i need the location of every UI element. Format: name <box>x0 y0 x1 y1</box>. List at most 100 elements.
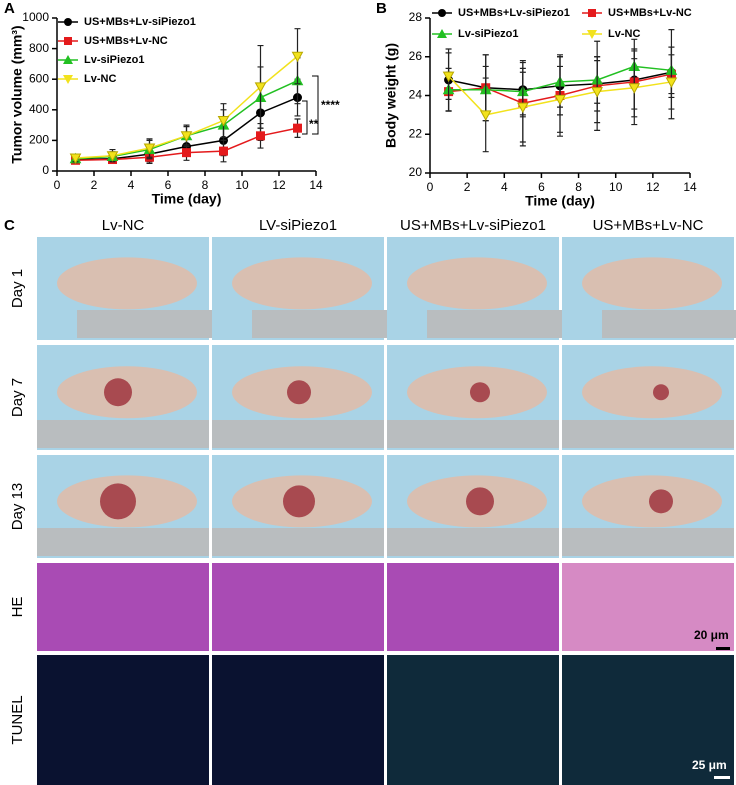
x-tick-label: 8 <box>202 178 209 192</box>
y-tick-label: 22 <box>409 126 423 140</box>
tumor <box>653 384 669 401</box>
marker <box>106 151 119 162</box>
ruler <box>212 420 384 448</box>
mouse <box>57 257 197 310</box>
x-tick-label: 10 <box>235 178 249 192</box>
legend-marker <box>64 18 72 26</box>
legend-label: Lv-NC <box>608 28 640 40</box>
scale-bar <box>716 647 730 650</box>
column-header: Lv-NC <box>102 217 145 234</box>
legend-label: Lv-siPiezo1 <box>458 28 519 40</box>
x-tick-label: 14 <box>683 180 697 194</box>
tumor <box>287 380 311 405</box>
y-tick-label: 20 <box>409 165 423 179</box>
marker <box>479 110 492 121</box>
tumor <box>283 485 315 518</box>
panel-label: B <box>376 0 387 17</box>
y-tick-label: 1000 <box>22 10 49 24</box>
photo <box>387 655 559 785</box>
legend-marker <box>63 75 73 84</box>
x-tick-label: 0 <box>427 180 434 194</box>
annotation: ** <box>309 117 319 131</box>
marker <box>554 94 566 106</box>
marker <box>182 148 191 158</box>
scale-bar-label: 25 μm <box>692 758 727 772</box>
ruler <box>562 420 734 448</box>
scale-bar-label: 20 μm <box>694 628 729 642</box>
mouse <box>582 257 722 310</box>
panel-label: C <box>4 217 15 234</box>
marker <box>256 131 265 141</box>
x-tick-label: 4 <box>128 178 135 192</box>
legend-marker <box>438 9 446 17</box>
marker <box>665 77 678 88</box>
mouse <box>407 257 547 310</box>
x-axis-title: Time (day) <box>525 193 595 209</box>
x-tick-label: 6 <box>538 180 545 194</box>
legend-marker <box>588 9 596 17</box>
x-tick-label: 12 <box>272 178 286 192</box>
ruler <box>212 528 384 556</box>
marker <box>69 153 82 165</box>
photo <box>212 655 384 785</box>
photo <box>562 655 734 785</box>
marker <box>219 146 228 156</box>
x-tick-label: 6 <box>165 178 172 192</box>
y-axis-title: Body weight (g) <box>383 43 399 148</box>
column-header: US+MBs+Lv-NC <box>593 217 704 234</box>
legend-marker <box>64 37 72 45</box>
row-label: Day 13 <box>9 483 26 531</box>
significance-brackets <box>302 75 319 135</box>
tumor <box>470 382 490 403</box>
marker <box>254 82 267 93</box>
photo <box>37 655 209 785</box>
x-tick-label: 10 <box>609 180 623 194</box>
tumor <box>466 487 494 516</box>
legend-label: US+MBs+Lv-siPiezo1 <box>458 7 570 19</box>
row-label: Day 1 <box>9 269 26 308</box>
legend-marker <box>63 55 73 64</box>
ruler <box>602 310 736 338</box>
photo <box>562 563 734 651</box>
ruler <box>562 528 734 556</box>
legend-marker <box>587 30 597 39</box>
x-axis-title: Time (day) <box>152 191 222 207</box>
x-tick-label: 0 <box>54 178 61 192</box>
ruler <box>37 420 209 448</box>
x-tick-label: 2 <box>464 180 471 194</box>
marker <box>291 51 304 63</box>
y-tick-label: 0 <box>42 163 49 177</box>
legend-label: Lv-siPiezo1 <box>84 54 145 66</box>
x-tick-label: 4 <box>501 180 508 194</box>
row-label: Day 7 <box>9 378 26 417</box>
photo <box>37 563 209 651</box>
marker <box>628 83 641 94</box>
legend-label: US+MBs+Lv-siPiezo1 <box>84 16 196 28</box>
y-tick-label: 400 <box>29 102 49 116</box>
marker <box>442 71 455 83</box>
marker <box>217 116 230 127</box>
legend-label: US+MBs+Lv-NC <box>608 7 692 19</box>
column-header: LV-siPiezo1 <box>259 217 337 234</box>
row-label: TUNEL <box>9 695 26 744</box>
ruler <box>387 528 559 556</box>
marker <box>293 123 302 133</box>
ruler <box>37 528 209 556</box>
marker <box>591 87 603 98</box>
panel-label: A <box>4 0 15 17</box>
x-tick-label: 14 <box>309 178 323 192</box>
tumor <box>104 378 132 407</box>
tumor <box>100 483 136 520</box>
marker <box>180 131 193 142</box>
tumor <box>649 489 673 514</box>
marker <box>517 102 529 114</box>
x-tick-label: 12 <box>646 180 660 194</box>
x-tick-label: 8 <box>575 180 582 194</box>
y-tick-label: 26 <box>409 49 423 63</box>
marker <box>143 143 156 155</box>
column-header: US+MBs+Lv-siPiezo1 <box>400 217 546 234</box>
annotation: **** <box>321 98 340 112</box>
legend-label: US+MBs+Lv-NC <box>84 35 168 47</box>
legend-marker <box>437 29 447 38</box>
